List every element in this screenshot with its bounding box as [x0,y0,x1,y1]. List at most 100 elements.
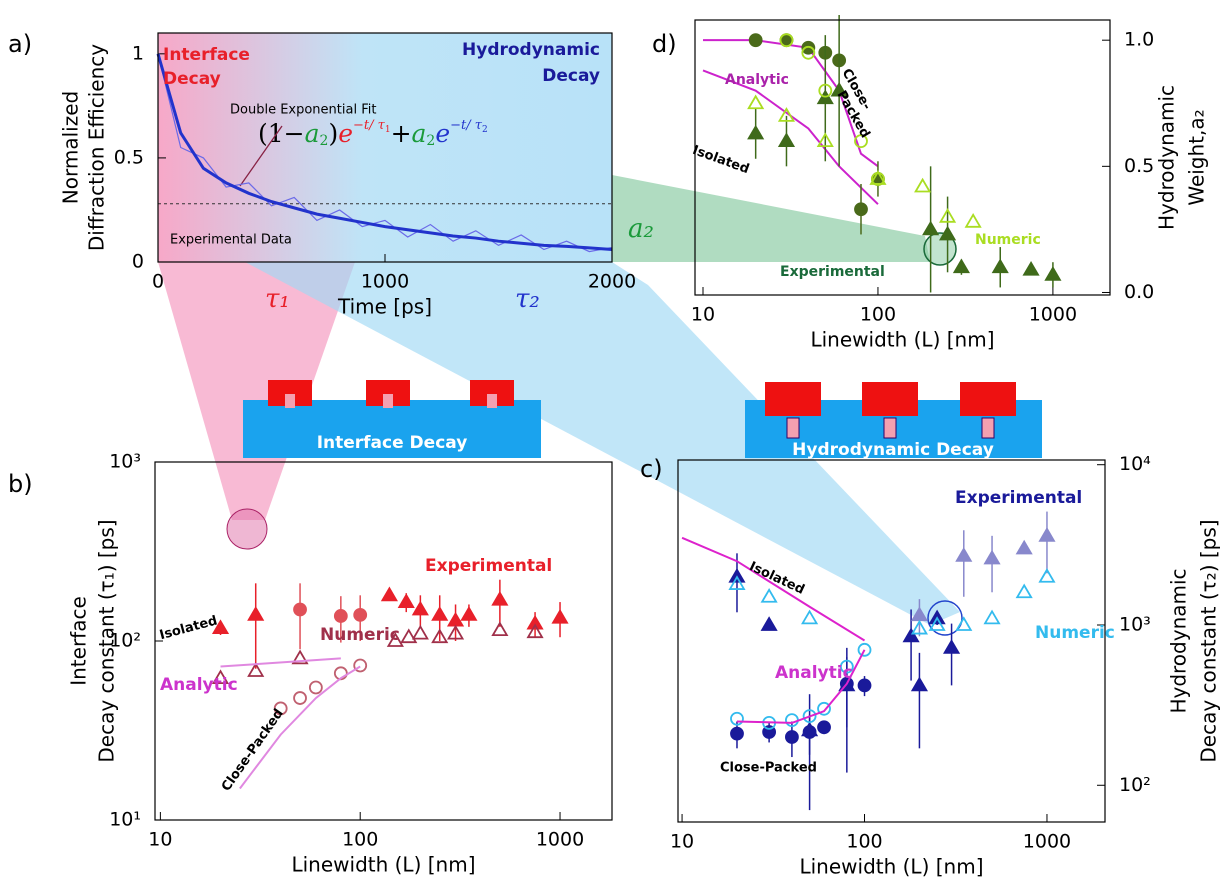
marker [273,701,288,716]
annotation: Experimental [955,488,1082,508]
marker [857,678,872,693]
formula-pointer [239,125,283,187]
marker [839,659,854,674]
marker [747,124,765,140]
annotation: Experimental [425,556,552,576]
marker [1022,260,1040,276]
x-axis-label: Linewidth (L) [nm] [810,328,994,352]
formula-part: 2 [426,133,435,149]
marker [526,614,544,630]
highlight [226,508,268,550]
banner-label: Hydrodynamic Decay [792,440,994,460]
marker [353,607,368,622]
formula-part: a [412,119,427,148]
marker [431,606,449,621]
marker [551,608,569,624]
marker [1038,527,1056,542]
plot-frame [677,459,1106,823]
x-tick-label: 100 [846,831,882,853]
marker [333,609,348,623]
annotation: Isolated [158,613,219,643]
series-line [239,665,361,790]
x-axis-label: Linewidth (L) [nm] [291,853,475,877]
x-tick-label: 10 [670,831,694,853]
y-tick-label: 10³ [109,451,141,473]
x-axis-label: Time [ps] [337,295,432,319]
marker [1038,567,1056,583]
annotation: Double Exponential Fit [230,103,376,118]
marker [802,725,817,739]
marker [943,639,961,654]
panel-label: b) [8,470,33,498]
panel-label: c) [640,455,663,483]
marker [411,600,429,616]
marker [817,720,831,735]
marker [293,602,307,617]
marker [818,83,833,98]
marker [857,642,872,657]
x-tick-label: 100 [342,829,378,851]
marker [991,258,1009,274]
formula-part: −t/ τ [450,118,483,133]
marker [411,624,429,640]
y-axis-label: Interface [67,596,91,686]
marker [491,621,509,637]
marker [491,590,509,606]
marker [446,624,465,640]
marker [939,208,957,223]
formula-part: e [338,119,353,148]
annotation: Isolated [747,559,807,598]
annotation: Decay [542,66,600,86]
y-tick-label: 0 [132,251,144,273]
marker [386,632,404,647]
plot-frame [157,32,613,263]
formula-part: a [305,119,320,148]
marker [801,40,816,55]
x-tick-label: 10 [148,829,172,851]
marker [983,609,1001,625]
series-line [736,649,866,724]
formula-part: + [391,119,412,148]
x-tick-label: 1000 [361,271,409,293]
series-line [703,39,879,168]
marker [955,616,973,631]
annotation: Decay [163,69,221,89]
marker [869,170,887,185]
marker [854,134,868,149]
marker [247,662,265,677]
marker [293,691,307,705]
marker [526,623,544,639]
formula: (1−a2)e−t/ τ1+a2e−t/ τ2 [258,118,488,150]
formula-part: −t/ τ [353,118,386,133]
y-tick-label: 0.5 [114,146,144,168]
marker [728,575,746,590]
y-axis-label: Hydrodynamic [1155,85,1179,230]
formula-part: 1 [385,125,391,135]
marker [730,711,744,726]
y-tick-label: 10² [109,630,141,652]
tau2-label: τ₂ [515,284,540,314]
panel-label: d) [652,30,677,58]
marker [730,726,744,741]
series-line [702,69,879,205]
series-line [156,53,613,252]
marker [802,709,817,724]
marker [1044,266,1062,281]
marker [914,177,932,193]
annotation: Close-Packed [219,706,287,794]
marker [801,45,816,60]
marker [779,33,794,48]
annotation: Numeric [1035,623,1115,643]
marker [964,213,982,228]
plot-frame [154,461,613,821]
formula-part: e [435,119,450,148]
marker [816,132,834,148]
annotation: Hydrodynamic [462,40,600,60]
annotation: Experimental Data [170,233,292,248]
y-tick-label: 10⁴ [1119,453,1151,475]
marker [380,586,398,602]
marker [353,658,368,673]
marker [777,107,796,122]
marker [952,258,970,274]
